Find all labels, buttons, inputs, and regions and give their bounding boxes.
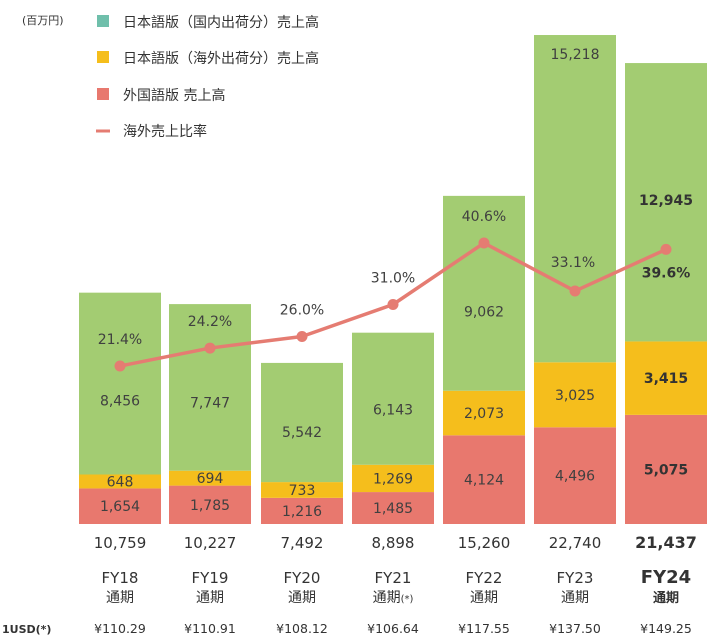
bar-overseas-FY21 — [352, 464, 434, 493]
period-label-FY24: 通期 — [653, 590, 679, 606]
value-label-foreign-FY23: 4,496 — [555, 469, 595, 485]
bar-foreign-FY18 — [79, 488, 161, 524]
bar-domestic-FY23 — [534, 35, 616, 363]
legend-label-2: 外国語版 売上高 — [123, 87, 225, 104]
total-label-FY23: 22,740 — [549, 534, 602, 552]
category-label-FY21: FY21 — [375, 569, 412, 587]
ratio-point-FY20 — [296, 331, 308, 343]
fx-rate-FY24: ¥149.25 — [640, 621, 692, 636]
ratio-line-group — [114, 237, 672, 372]
category-label-FY20: FY20 — [284, 569, 321, 587]
ratio-label-FY24: 39.6% — [642, 265, 691, 281]
period-label-FY18: 通期 — [106, 590, 134, 606]
total-label-FY19: 10,227 — [184, 534, 237, 552]
unit-label: (百万円) — [22, 14, 64, 27]
bar-domestic-FY22 — [443, 195, 525, 391]
legend-label-3: 海外売上比率 — [123, 123, 207, 140]
ratio-point-FY19 — [204, 342, 216, 354]
value-label-domestic-FY24: 12,945 — [639, 193, 693, 209]
value-label-overseas-FY19: 694 — [197, 471, 224, 487]
bar-domestic-FY18 — [79, 292, 161, 475]
labels: 1,654 648 8,456 10,759 FY18 通期 ¥110.29 1,785 694… — [2, 47, 697, 636]
total-label-FY20: 7,492 — [281, 534, 324, 552]
bar-overseas-FY19 — [169, 470, 251, 486]
ratio-point-FY21 — [387, 299, 399, 310]
value-label-domestic-FY18: 8,456 — [100, 393, 140, 409]
legend-label-1: 日本語版（海外出荷分）売上高 — [123, 50, 319, 67]
bar-overseas-FY22 — [443, 390, 525, 436]
bar-foreign-FY22 — [443, 435, 525, 524]
bar-domestic-FY20 — [261, 362, 343, 483]
legend-swatch-1 — [97, 51, 109, 63]
value-label-foreign-FY19: 1,785 — [190, 498, 230, 514]
ratio-label-FY18: 21.4% — [98, 332, 142, 348]
value-label-foreign-FY21: 1,485 — [373, 501, 413, 517]
ratio-point-FY23 — [569, 285, 581, 297]
bar-foreign-FY19 — [169, 485, 251, 524]
ratio-label-FY20: 26.0% — [280, 303, 324, 319]
bar-domestic-FY24 — [625, 63, 707, 342]
category-label-FY23: FY23 — [557, 569, 594, 587]
period-label-FY21: 通期(*) — [373, 590, 414, 606]
value-label-domestic-FY20: 5,542 — [282, 425, 322, 441]
ratio-label-FY21: 31.0% — [371, 271, 415, 287]
total-label-FY18: 10,759 — [94, 534, 147, 552]
total-label-FY22: 15,260 — [458, 534, 511, 552]
bars — [79, 35, 707, 524]
category-label-FY19: FY19 — [192, 569, 229, 587]
bar-overseas-FY23 — [534, 362, 616, 428]
ratio-label-FY19: 24.2% — [188, 314, 232, 330]
fx-rate-FY23: ¥137.50 — [549, 621, 601, 636]
ratio-label-FY23: 33.1% — [551, 255, 595, 271]
category-label-FY22: FY22 — [466, 569, 503, 587]
ratio-point-FY24 — [660, 243, 672, 255]
value-label-domestic-FY22: 9,062 — [464, 305, 504, 321]
ratio-point-FY18 — [114, 360, 126, 372]
bar-domestic-FY19 — [169, 304, 251, 471]
value-label-foreign-FY20: 1,216 — [282, 504, 322, 520]
value-label-foreign-FY22: 4,124 — [464, 473, 504, 489]
fx-rate-FY21: ¥106.64 — [367, 621, 419, 636]
fx-rate-FY20: ¥108.12 — [276, 621, 328, 636]
fx-rate-FY19: ¥110.91 — [184, 621, 236, 636]
category-label-FY24: FY24 — [641, 567, 691, 588]
total-label-FY24: 21,437 — [635, 533, 697, 552]
period-label-FY23: 通期 — [561, 590, 589, 606]
fx-rate-FY22: ¥117.55 — [458, 621, 510, 636]
bar-overseas-FY20 — [261, 482, 343, 498]
period-label-FY19: 通期 — [196, 590, 224, 606]
value-label-domestic-FY19: 7,747 — [190, 395, 230, 411]
fx-header: 1USD(*) — [2, 623, 51, 636]
bar-foreign-FY24 — [625, 414, 707, 524]
ratio-point-FY22 — [478, 237, 490, 249]
fx-rate-FY18: ¥110.29 — [94, 621, 146, 636]
bar-foreign-FY23 — [534, 427, 616, 524]
bar-foreign-FY21 — [352, 492, 434, 524]
value-label-overseas-FY22: 2,073 — [464, 406, 504, 422]
ratio-label-FY22: 40.6% — [462, 209, 506, 225]
value-label-overseas-FY23: 3,025 — [555, 388, 595, 404]
bar-overseas-FY24 — [625, 341, 707, 415]
value-label-domestic-FY23: 15,218 — [551, 47, 600, 63]
bar-foreign-FY20 — [261, 497, 343, 524]
value-label-overseas-FY24: 3,415 — [644, 371, 688, 387]
period-label-FY20: 通期 — [288, 590, 316, 606]
value-label-overseas-FY21: 1,269 — [373, 471, 413, 487]
legend-swatch-2 — [97, 88, 109, 100]
period-label-FY22: 通期 — [470, 590, 498, 606]
legend-label-0: 日本語版（国内出荷分）売上高 — [123, 14, 319, 31]
category-label-FY18: FY18 — [102, 569, 139, 587]
value-label-overseas-FY20: 733 — [289, 483, 316, 499]
total-label-FY21: 8,898 — [372, 534, 415, 552]
value-label-foreign-FY24: 5,075 — [644, 462, 688, 478]
legend-swatch-0 — [97, 15, 109, 27]
value-label-domestic-FY21: 6,143 — [373, 403, 413, 419]
bar-overseas-FY18 — [79, 474, 161, 489]
period-note-FY21: (*) — [401, 594, 414, 605]
value-label-foreign-FY18: 1,654 — [100, 499, 140, 515]
bar-domestic-FY21 — [352, 332, 434, 465]
value-label-overseas-FY18: 648 — [107, 474, 134, 490]
